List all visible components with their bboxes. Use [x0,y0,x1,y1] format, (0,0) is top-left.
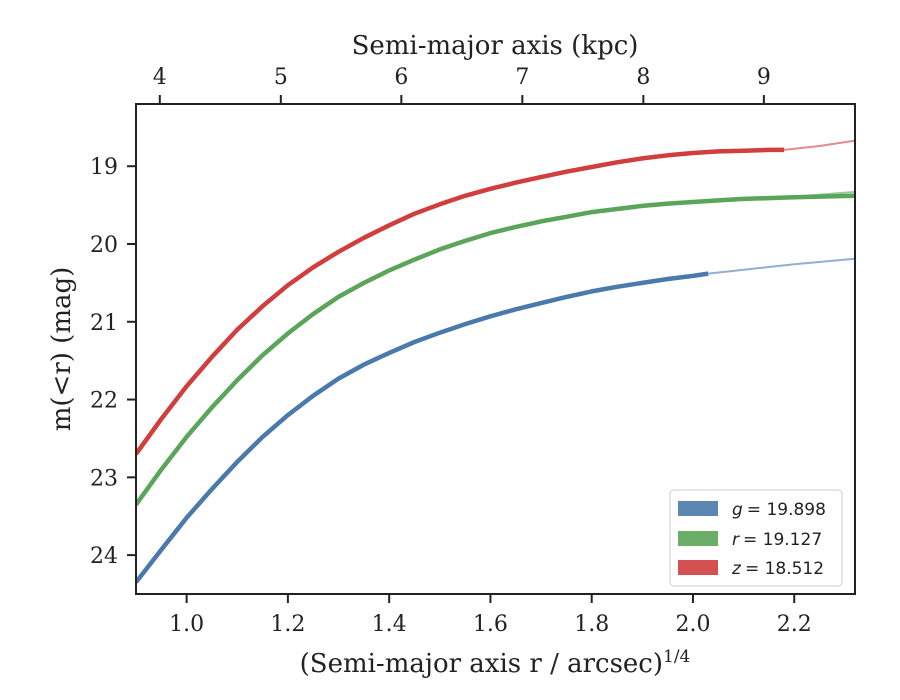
legend-swatch-r [678,531,718,546]
x-tick-label: 2.0 [675,612,710,637]
top-tick-label: 7 [515,65,529,90]
top-tick-label: 5 [274,65,288,90]
top-tick-label: 4 [153,65,167,90]
x-axis-title-main: (Semi-major axis r / arcsec) [300,649,663,679]
legend-name-g: g [732,500,743,520]
legend-value-g: = 19.898 [747,500,826,520]
x-tick-label: 2.2 [777,612,812,637]
legend-label-g: g = 19.898 [732,500,826,520]
y-tick-label: 24 [90,544,118,569]
legend-swatch-g [678,501,718,516]
top-tick-label: 9 [757,65,771,90]
x-tick-label: 1.8 [574,612,609,637]
y-tick-label: 22 [90,389,118,414]
plot-frame [135,103,856,595]
legend-value-r: = 19.127 [743,530,822,550]
axis-ticks: 1.0 1.2 1.4 1.6 1.8 2.0 2.2 19 20 21 22 23 24 4 5 6 7 8 9 [90,65,812,637]
y-tick-label: 23 [90,466,118,491]
series-extension-g [708,257,855,275]
series-lines [136,139,855,584]
series-line-z [136,147,785,456]
legend-swatch-z [678,560,718,575]
x-axis-title: (Semi-major axis r / arcsec)1/4 [300,647,691,679]
legend-value-z: = 18.512 [745,559,824,579]
x-tick-label: 1.2 [270,612,305,637]
legend-label-z: z = 18.512 [731,559,824,579]
x-tick-label: 1.0 [169,612,204,637]
legend-name-r: r [732,530,740,550]
top-tick-label: 8 [636,65,650,90]
top-x-axis-title: Semi-major axis (kpc) [352,31,639,61]
legend: g = 19.898 r = 19.127 z = 18.512 [669,489,843,587]
series-extension-z [783,139,855,151]
x-axis-title-exponent: 1/4 [663,647,690,667]
top-tick-label: 6 [394,65,408,90]
series-line-g [136,271,709,584]
y-tick-label: 19 [90,155,118,180]
x-tick-label: 1.4 [372,612,407,637]
series-line-r [136,193,855,506]
y-tick-label: 20 [90,233,118,258]
legend-name-z: z [731,559,742,579]
y-tick-label: 21 [90,311,118,336]
legend-label-r: r = 19.127 [732,530,822,550]
x-tick-label: 1.6 [473,612,508,637]
y-axis-title: m(<r) (mag) [47,267,77,432]
